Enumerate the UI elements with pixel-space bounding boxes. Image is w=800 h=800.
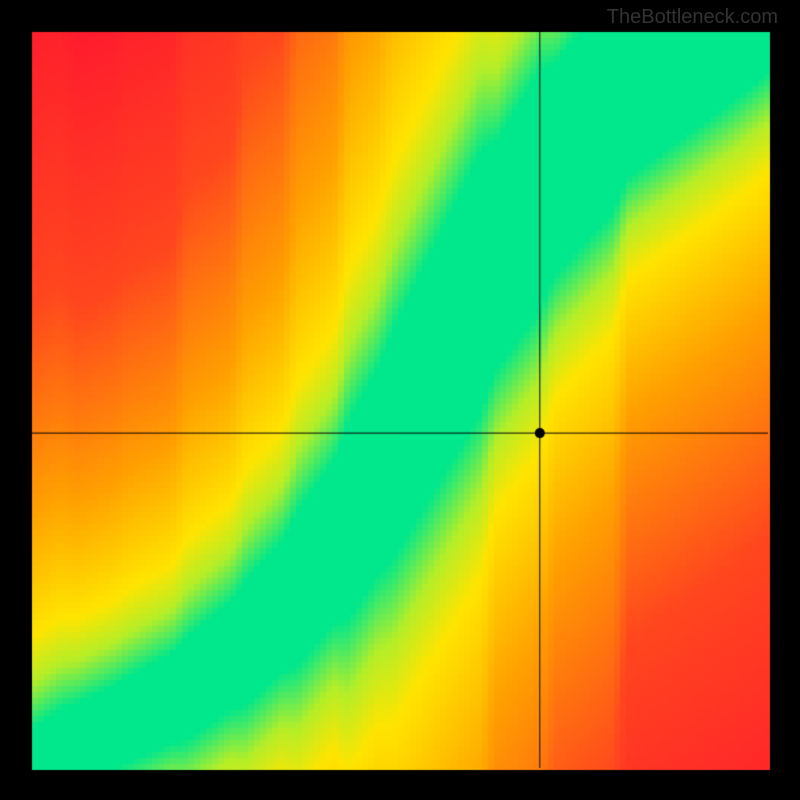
watermark-text: TheBottleneck.com xyxy=(607,6,778,29)
bottleneck-heatmap xyxy=(0,0,800,800)
